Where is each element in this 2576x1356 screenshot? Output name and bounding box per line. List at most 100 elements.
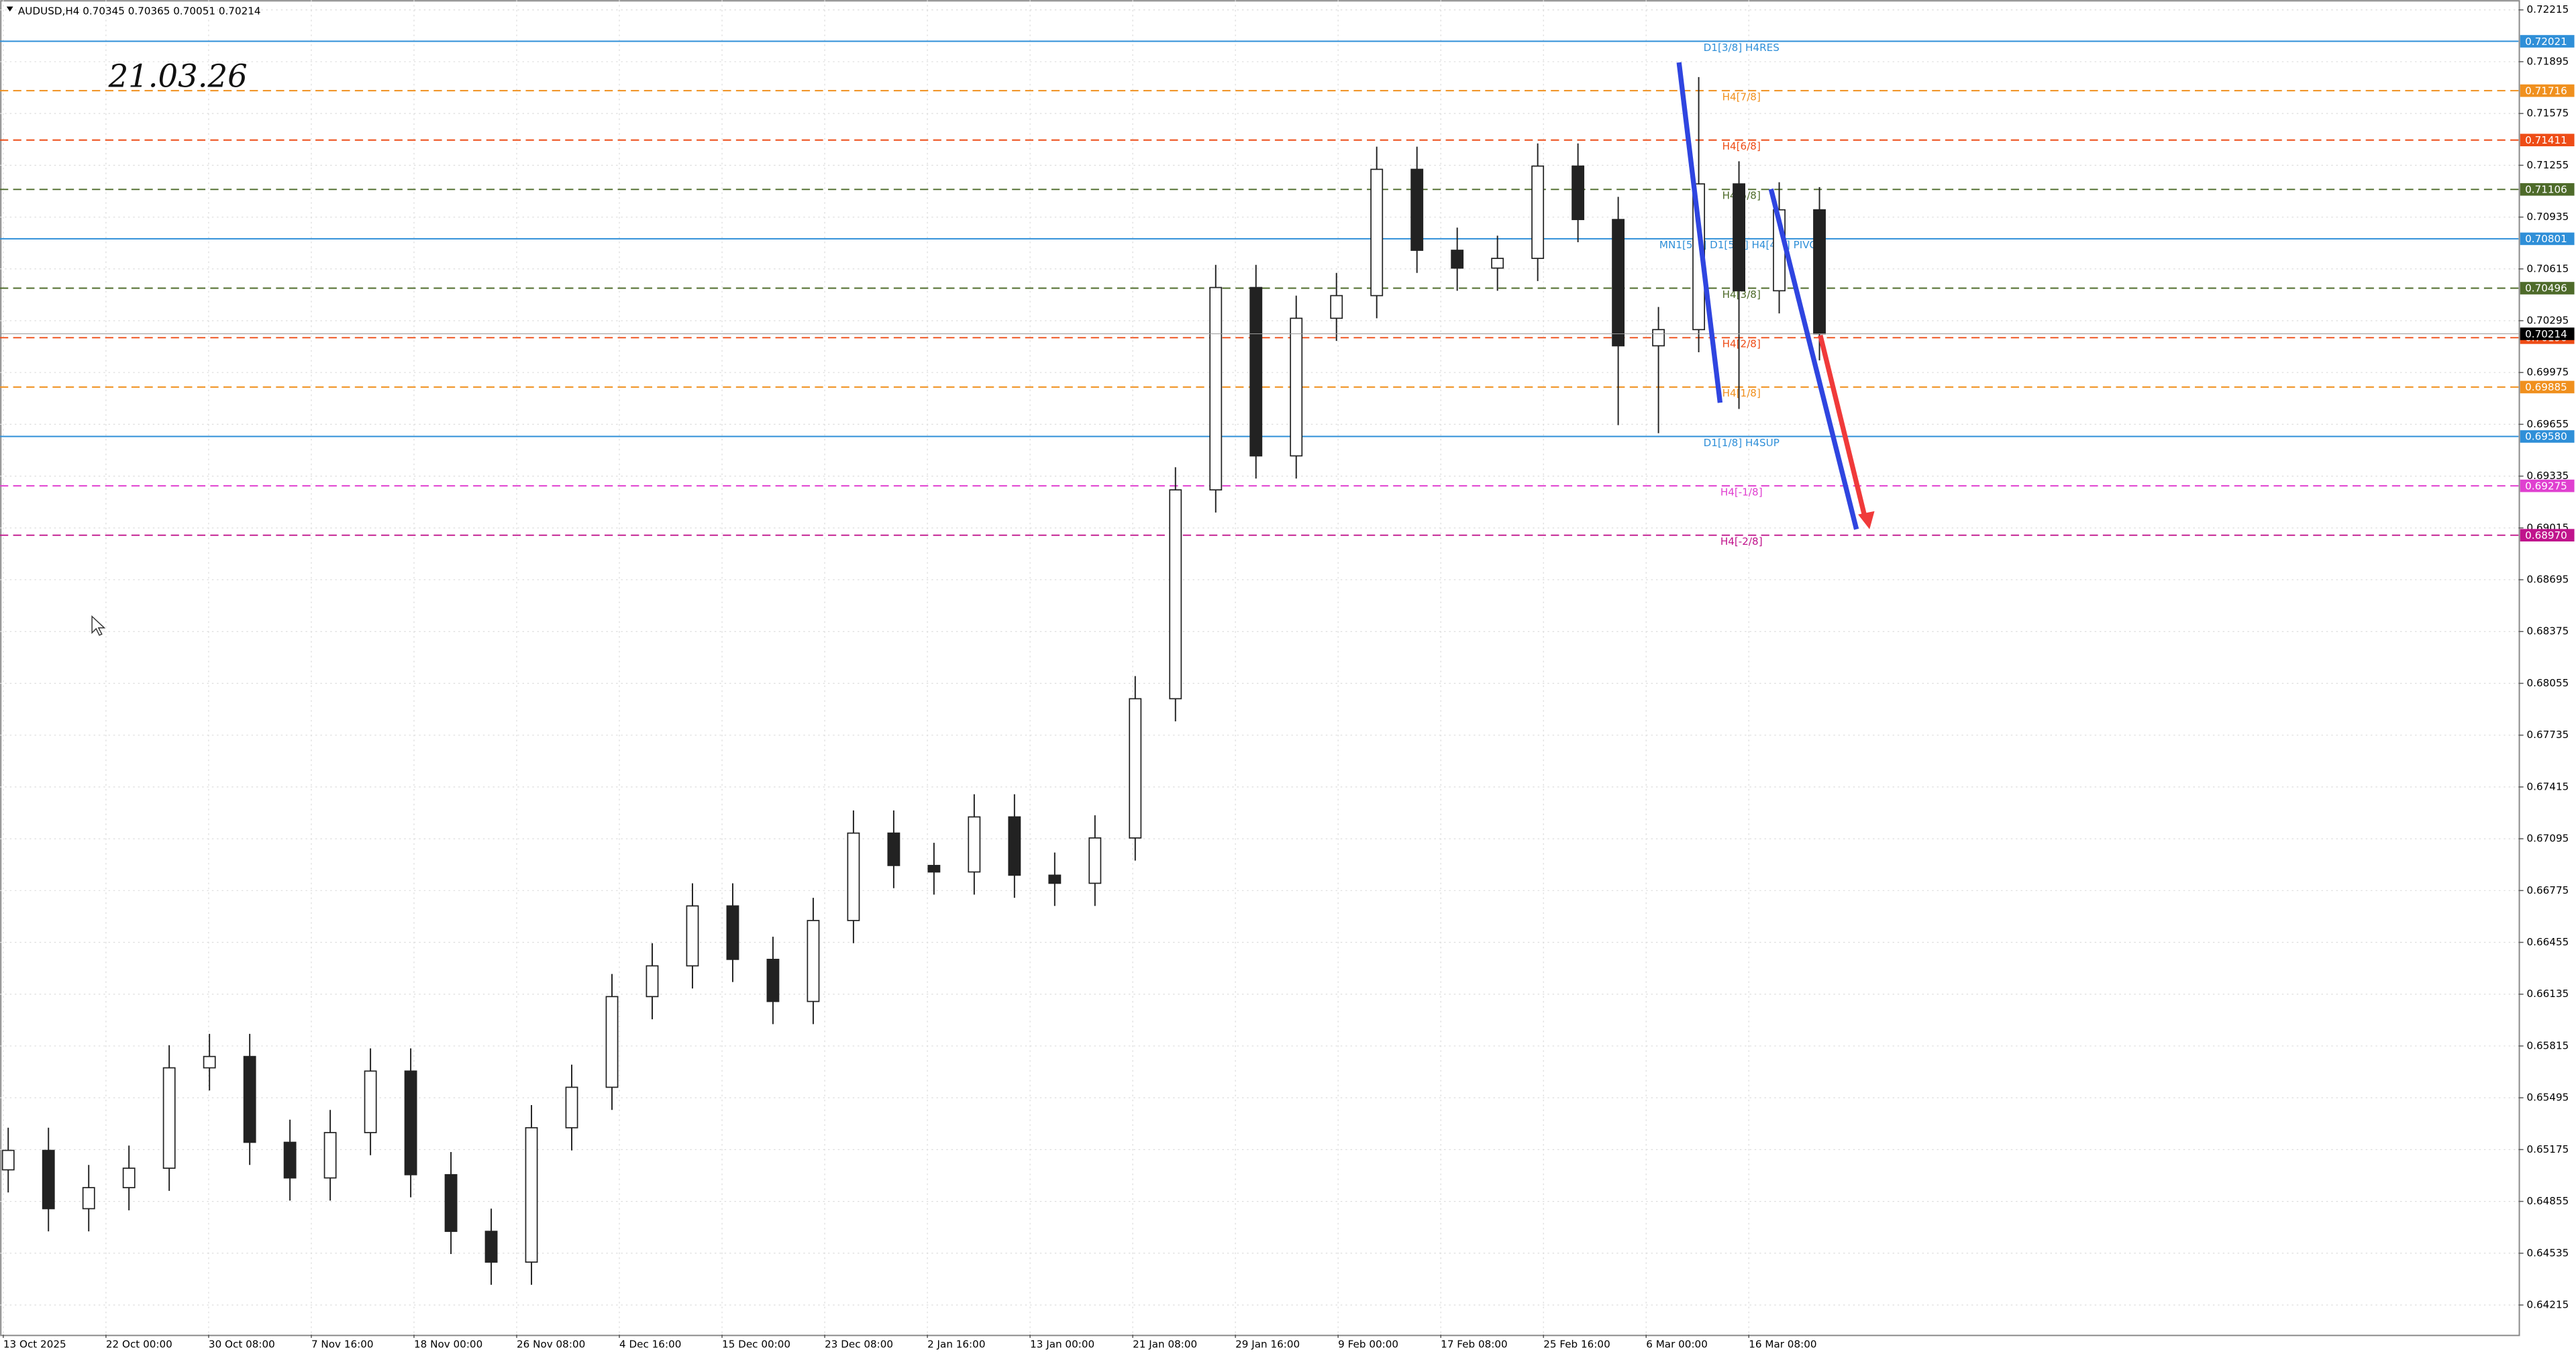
y-tick-label: 0.67735 [2527, 729, 2569, 741]
price-tag [2520, 430, 2575, 443]
header-arrow [6, 6, 13, 12]
x-tick-label: 18 Nov 00:00 [414, 1338, 482, 1350]
y-tick-label: 0.66775 [2527, 884, 2569, 896]
x-tick-label: 21 Jan 08:00 [1133, 1338, 1197, 1350]
candle-body [686, 905, 699, 967]
x-tick-label: 26 Nov 08:00 [517, 1338, 585, 1350]
x-tick-label: 13 Jan 00:00 [1030, 1338, 1094, 1350]
price-tag [2520, 134, 2575, 147]
candle-body [887, 832, 900, 866]
candle-body [484, 1231, 498, 1263]
price-tag-label: 0.70496 [2525, 282, 2567, 295]
candle-body [1531, 165, 1545, 259]
x-tick-label: 13 Oct 2025 [3, 1338, 66, 1350]
candle-body [646, 965, 659, 998]
level-label: H4[3/8] [1722, 289, 1761, 301]
last-price-tag [2520, 327, 2575, 340]
price-tag-label: 0.69580 [2525, 431, 2567, 443]
candle-body [565, 1086, 578, 1129]
level-label: H4[7/8] [1722, 91, 1761, 103]
price-tag-label: 0.70801 [2525, 233, 2567, 245]
candle-body [1733, 183, 1745, 292]
y-tick-label: 0.65815 [2527, 1039, 2569, 1051]
candle-body [283, 1141, 297, 1179]
x-tick-label: 2 Jan 16:00 [927, 1338, 985, 1350]
candle-body [243, 1055, 256, 1143]
y-tick-label: 0.66455 [2527, 936, 2569, 948]
candle-body [1209, 286, 1223, 490]
trendline [1676, 62, 1723, 403]
x-tick-label: 6 Mar 00:00 [1646, 1338, 1708, 1350]
x-tick-label: 15 Dec 00:00 [722, 1338, 790, 1350]
price-tag [2520, 182, 2575, 196]
candle-body [1290, 317, 1303, 457]
y-tick-label: 0.64855 [2527, 1195, 2569, 1207]
last-price-label: 0.70214 [2525, 328, 2567, 340]
y-tick-label: 0.70295 [2527, 314, 2569, 326]
candle-body [203, 1055, 216, 1069]
axes: 0.72215 0.71895 0.71575 0.71255 0.70935 0.706… [0, 3, 2575, 1350]
x-tick-label: 17 Feb 08:00 [1441, 1338, 1508, 1350]
candle-body [1652, 329, 1665, 347]
y-tick-label: 0.71575 [2527, 107, 2569, 119]
x-tick-label: 23 Dec 08:00 [825, 1338, 893, 1350]
candle-body [807, 920, 820, 1002]
price-tag-label: 0.69275 [2525, 480, 2567, 492]
candle-body [1330, 295, 1343, 319]
level-label: H4[-1/8] [1720, 486, 1763, 498]
price-tag-label: 0.68970 [2525, 529, 2567, 541]
x-tick-label: 29 Jan 16:00 [1235, 1338, 1300, 1350]
candle-body [1612, 219, 1625, 347]
y-tick-label: 0.68695 [2527, 574, 2569, 586]
price-tag [2520, 479, 2575, 492]
candle-body [605, 996, 619, 1088]
y-tick-label: 0.71255 [2527, 159, 2569, 171]
level-label: D1[3/8] H4RES [1704, 42, 1780, 54]
y-tick-label: 0.69975 [2527, 366, 2569, 378]
candles [1, 76, 1826, 1285]
y-tick-label: 0.70935 [2527, 211, 2569, 223]
candle-body [1129, 698, 1142, 839]
x-tick-label: 16 Mar 08:00 [1749, 1338, 1816, 1350]
price-tag-label: 0.71716 [2525, 85, 2567, 97]
candle-body [1048, 874, 1062, 884]
candle-body [444, 1174, 458, 1233]
y-tick-label: 0.65495 [2527, 1092, 2569, 1104]
candle-body [1491, 258, 1504, 269]
candle-body [1008, 816, 1021, 876]
y-tick-label: 0.68375 [2527, 625, 2569, 637]
candle-body [1370, 168, 1384, 297]
candle-body [1813, 209, 1826, 335]
candle-body [42, 1149, 55, 1210]
candle-body [1088, 837, 1102, 884]
candle-body [1451, 250, 1464, 269]
price-tag [2520, 529, 2575, 541]
y-tick-label: 0.66135 [2527, 988, 2569, 1000]
y-tick-label: 0.68055 [2527, 677, 2569, 689]
forecast-arrowhead [1858, 511, 1875, 529]
level-label: H4[-2/8] [1720, 535, 1763, 547]
candle-body [404, 1070, 417, 1176]
grid [0, 0, 2519, 1335]
price-tag [2520, 84, 2575, 97]
price-tag [2520, 35, 2575, 48]
price-tag [2520, 380, 2575, 394]
candle-body [1249, 286, 1263, 457]
level-label: D1[1/8] H4SUP [1704, 437, 1780, 449]
candle-body [766, 958, 780, 1002]
mouse-cursor [91, 615, 106, 636]
y-tick-label: 0.71895 [2527, 55, 2569, 67]
candle-body [1, 1149, 15, 1171]
candle-body [968, 816, 981, 873]
level-label: H4[2/8] [1722, 338, 1761, 350]
forecast-arrow [1818, 334, 1867, 517]
date-annotation: 21.03.26 [108, 58, 248, 95]
plot-frame [0, 0, 2520, 1337]
y-tick-label: 0.69655 [2527, 418, 2569, 430]
candle-body [323, 1132, 337, 1179]
y-tick-label: 0.64215 [2527, 1298, 2569, 1310]
candle-body [122, 1167, 136, 1188]
candle-body [1169, 489, 1182, 700]
